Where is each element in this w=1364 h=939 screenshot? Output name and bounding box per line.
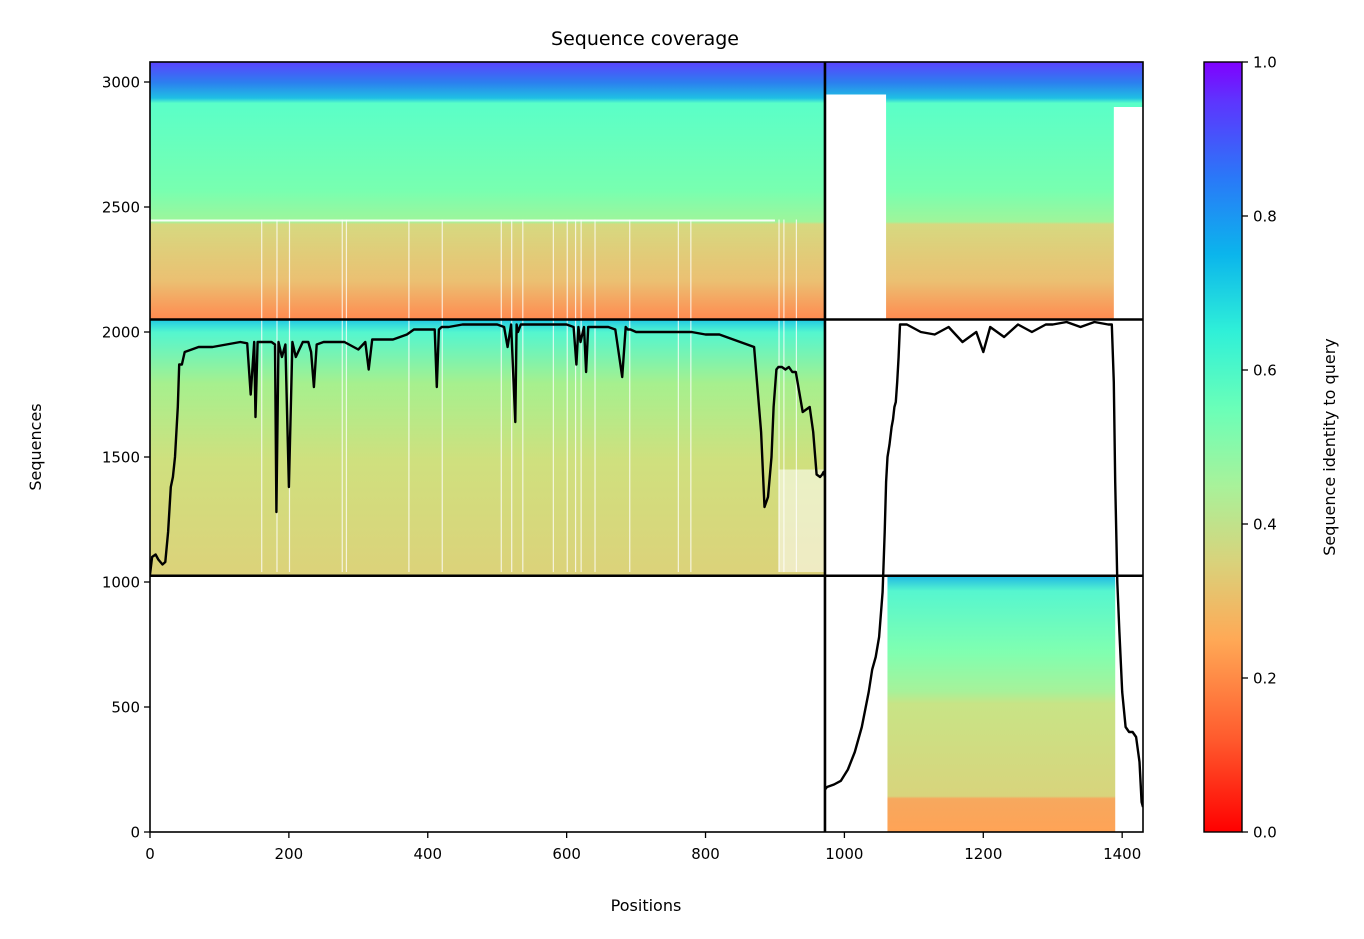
colorbar-tick-label: 0.0: [1253, 824, 1277, 842]
colorbar-label: Sequence identity to query: [1320, 338, 1339, 555]
y-tick-label: 500: [111, 699, 140, 717]
coverage-curve-chain-a: [150, 323, 827, 575]
colorbar-tick-label: 0.8: [1253, 208, 1277, 226]
colorbar-tick-label: 0.2: [1253, 670, 1277, 688]
y-tick-label: 2000: [102, 324, 140, 342]
x-tick-label: 200: [275, 845, 304, 863]
gap-streak: [795, 219, 797, 572]
x-tick-label: 600: [552, 845, 581, 863]
colorbar-tick-label: 0.4: [1253, 516, 1277, 534]
gap-streak: [345, 219, 348, 572]
gap-streak: [261, 219, 263, 572]
gap-streak: [150, 219, 775, 222]
block-top-left: [150, 62, 825, 320]
y-tick-label: 1000: [102, 574, 140, 592]
gap-streak: [288, 219, 291, 572]
colorbar-tick-label: 0.6: [1253, 362, 1277, 380]
gap-streak: [408, 219, 410, 572]
gap-streak: [580, 219, 582, 572]
block-top-right-uncovered: [824, 94, 887, 320]
gap-streak: [778, 219, 780, 572]
y-axis-ticks: 0 500 1000 1500 2000 2500 3000: [102, 74, 150, 842]
block-top-right-uncovered-right: [1113, 107, 1143, 320]
gap-streak: [511, 219, 513, 572]
gap-streak: [629, 219, 631, 572]
gap-streak: [522, 219, 524, 572]
x-tick-label: 1000: [825, 845, 863, 863]
colorbar-ticks: 0.0 0.2 0.4 0.6 0.8 1.0: [1242, 54, 1277, 842]
colorbar: [1203, 61, 1243, 833]
white-gap-streaks: [150, 219, 825, 572]
block-mid-left: [150, 319, 825, 576]
gap-streak: [778, 469, 825, 572]
y-tick-label: 0: [130, 824, 140, 842]
gap-streak: [566, 219, 568, 572]
x-tick-label: 1200: [964, 845, 1002, 863]
y-axis-label: Sequences: [26, 403, 45, 490]
gap-streak: [341, 219, 343, 572]
gap-streak: [552, 219, 554, 572]
y-tick-label: 1500: [102, 449, 140, 467]
chart-title: Sequence coverage: [551, 28, 739, 50]
x-tick-label: 800: [691, 845, 720, 863]
x-axis-ticks: 0 200 400 600 800 1000 1200 1400: [145, 832, 1141, 863]
y-tick-label: 3000: [102, 74, 140, 92]
gap-streak: [677, 219, 679, 572]
x-tick-label: 1400: [1103, 845, 1141, 863]
colorbar-tick-label: 1.0: [1253, 54, 1277, 72]
x-axis-label: Positions: [611, 896, 682, 915]
plot-frame: [149, 61, 1144, 833]
gap-streak: [783, 219, 785, 572]
y-tick-label: 2500: [102, 199, 140, 217]
gap-streak: [441, 219, 443, 572]
block-separators: [150, 62, 1143, 832]
gap-streak: [500, 219, 502, 572]
coverage-curve-chain-b: [824, 320, 1143, 808]
gap-streak: [574, 219, 577, 572]
gap-streak: [690, 219, 692, 572]
heatmap-area: [150, 62, 1143, 832]
gap-streak: [594, 219, 596, 572]
x-tick-label: 0: [145, 845, 155, 863]
x-tick-label: 400: [413, 845, 442, 863]
block-bottom-right: [887, 575, 1116, 832]
